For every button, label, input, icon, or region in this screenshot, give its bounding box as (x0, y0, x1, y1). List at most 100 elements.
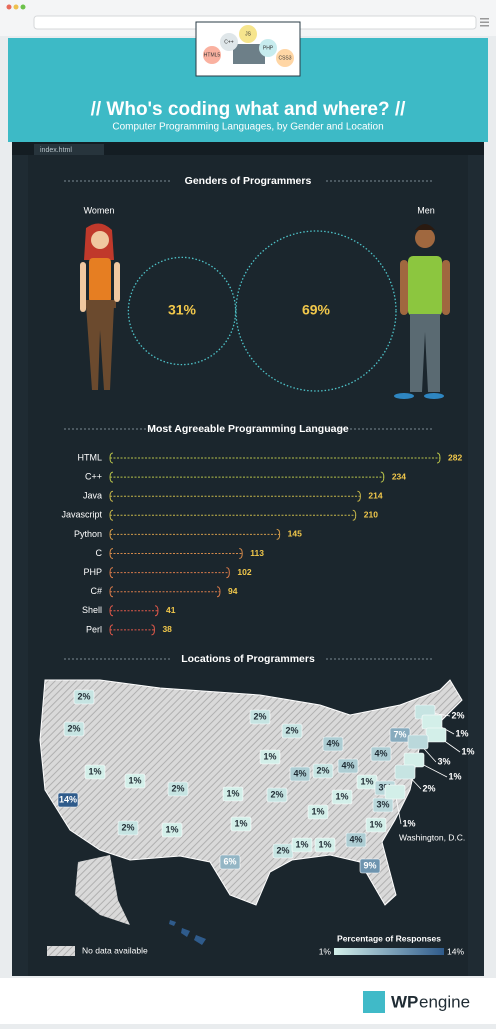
state-region (365, 817, 387, 833)
bar-brace (239, 548, 243, 559)
menu[interactable] (480, 18, 489, 20)
icon-label: PHP (263, 45, 274, 51)
bar-category: Javascript (61, 510, 102, 520)
state-region (307, 804, 329, 820)
bar-brace (109, 490, 114, 502)
dot[interactable] (20, 4, 26, 10)
bar-brace (154, 605, 159, 617)
state-value: 1% (311, 806, 324, 816)
state-value: 1% (295, 839, 308, 849)
bar-brace (109, 586, 114, 598)
state-region (337, 758, 359, 774)
state-value: 2% (276, 845, 289, 855)
bar-brace (109, 624, 114, 636)
state-region (359, 858, 381, 874)
state-value: 1% (455, 728, 468, 738)
bar-brace (109, 605, 114, 617)
bar-brace (380, 471, 385, 483)
bar-value: 210 (364, 510, 378, 520)
state-region (57, 792, 79, 808)
us-outline (39, 679, 463, 906)
bar-value: 145 (288, 529, 302, 539)
state-region (314, 837, 336, 853)
bar-value: 113 (250, 548, 264, 558)
state-region (222, 786, 244, 802)
state-value: 2% (67, 723, 80, 733)
woman-figure (80, 223, 120, 390)
bar-value: 234 (392, 471, 406, 481)
state-value: 2% (316, 765, 329, 775)
state-value: 2% (171, 783, 184, 793)
bar-category: C (96, 548, 103, 558)
state-region (331, 789, 353, 805)
bar-category: Perl (86, 624, 102, 634)
bar-brace (226, 567, 230, 579)
state-value: 4% (326, 738, 339, 748)
legend-scale (334, 948, 444, 955)
state-value: 14% (59, 794, 77, 804)
dot[interactable] (13, 4, 19, 10)
state-value: 1% (461, 746, 474, 756)
bar-brace (436, 452, 441, 464)
state-region (259, 749, 281, 765)
bar-value: 102 (237, 567, 251, 577)
state-value: 2% (121, 822, 134, 832)
bar-category: Shell (82, 605, 102, 615)
bar-brace (109, 471, 114, 483)
state-region (425, 727, 447, 743)
state-region (124, 773, 146, 789)
dot[interactable] (6, 4, 12, 10)
state-value: 1% (88, 766, 101, 776)
state-value: 2% (253, 711, 266, 721)
state-value: 2% (77, 691, 90, 701)
bar-brace (109, 509, 114, 521)
monitor (233, 44, 265, 64)
state-region (289, 766, 311, 782)
state-region (84, 764, 106, 780)
bar-category: PHP (83, 567, 102, 577)
bar-brace (216, 586, 221, 598)
bar-brace (151, 624, 155, 636)
bar-brace (109, 567, 114, 579)
state-region (219, 854, 241, 870)
state-value: 2% (285, 725, 298, 735)
state-value: 1% (448, 771, 461, 781)
state-value: 1% (165, 824, 178, 834)
state-value: 1% (402, 818, 415, 828)
state-value: 4% (374, 748, 387, 758)
state-value: 2% (422, 783, 435, 793)
tab[interactable] (34, 144, 104, 155)
tab-bar (12, 142, 484, 155)
state-region (249, 709, 271, 725)
title: // Who's coding what and where? // (91, 99, 407, 120)
state-value: 2% (451, 710, 464, 720)
bar-brace (357, 490, 361, 502)
bar-brace (276, 528, 281, 540)
state-value: 1% (369, 819, 382, 829)
bar-brace (109, 528, 114, 540)
state-region (291, 837, 313, 853)
logo-mark (363, 991, 385, 1013)
state-region (394, 764, 416, 780)
state-value: 1% (335, 791, 348, 801)
menu (480, 21, 489, 23)
state-value: 6% (223, 856, 236, 866)
gender-label: Men (417, 205, 435, 215)
gender-circle (235, 230, 397, 392)
bar-category: C# (90, 586, 102, 596)
state-value: 4% (341, 760, 354, 770)
bar-category: Java (83, 491, 102, 501)
annotation: Washington, D.C. (399, 832, 465, 842)
state-region (407, 734, 429, 750)
state-value: 1% (318, 839, 331, 849)
state-region (161, 822, 183, 838)
state-value: 1% (263, 751, 276, 761)
gender-label: Women (84, 205, 115, 215)
bar-value: 282 (448, 452, 462, 462)
state-region (230, 816, 252, 832)
state-region (117, 820, 139, 836)
legend-title: Percentage of Responses (337, 933, 441, 943)
tab-label: index.html (40, 147, 72, 154)
footer (0, 978, 496, 1024)
section-title: Locations of Programmers (181, 653, 315, 665)
